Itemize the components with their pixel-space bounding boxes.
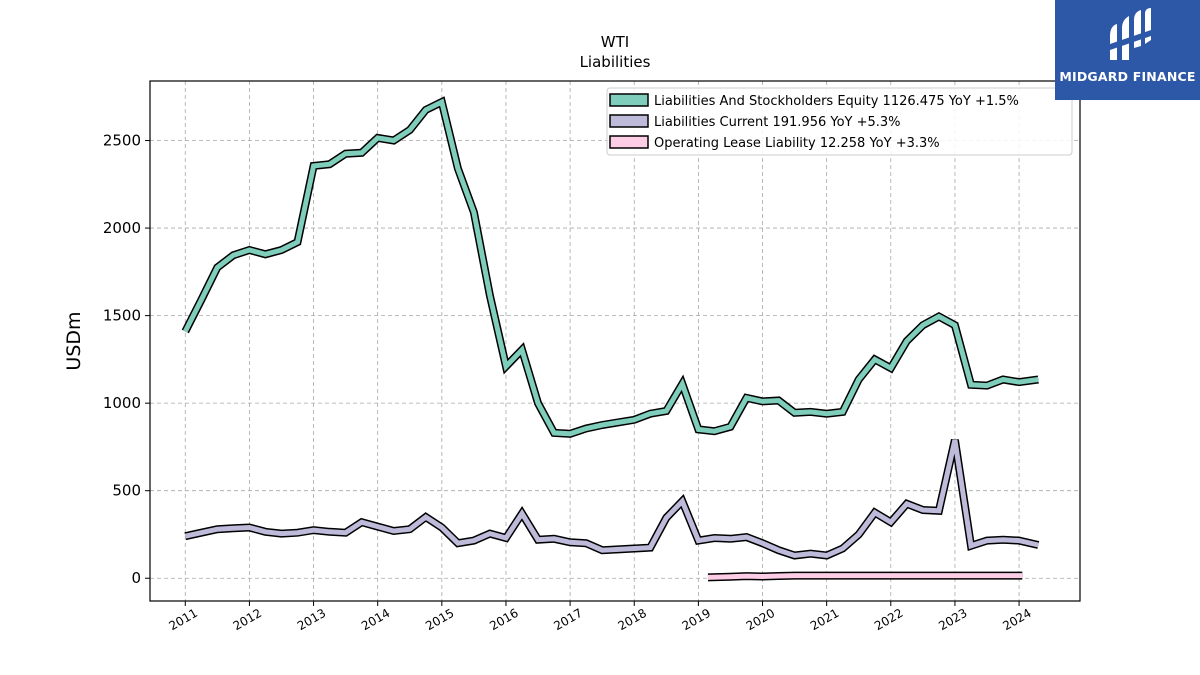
legend-swatch (609, 93, 649, 107)
legend-label: Liabilities And Stockholders Equity 1126… (654, 94, 1019, 109)
x-tick-label: 2023 (936, 606, 969, 633)
y-axis-ticks: 0 500 1000 1500 2000 2500 (103, 132, 150, 587)
y-tick-label: 1000 (103, 394, 141, 412)
operating-lease-liability-line (707, 573, 1023, 580)
x-tick-label: 2018 (616, 606, 649, 633)
legend-label: Operating Lease Liability 12.258 YoY +3.… (654, 136, 940, 151)
liabilities-and-stockholders-equity-line (183, 98, 1039, 437)
x-tick-label: 2019 (680, 606, 713, 633)
x-tick-label: 2011 (167, 606, 200, 633)
x-tick-label: 2021 (808, 606, 841, 633)
grid-lines (150, 81, 1080, 601)
y-tick-label: 0 (131, 569, 141, 587)
y-tick-label: 2000 (103, 219, 141, 237)
brand-name: MIDGARD FINANCE (1059, 69, 1196, 84)
legend: Liabilities And Stockholders Equity 1126… (606, 87, 1073, 156)
x-axis-ticks: 2011 2012 2013 2014 2015 2016 2017 2018 2019 2020… (167, 601, 1034, 633)
x-tick-label: 2020 (744, 606, 777, 633)
x-tick-label: 2024 (1000, 606, 1033, 633)
series-lines (181, 96, 1040, 582)
legend-label: Liabilities Current 191.956 YoY +5.3% (654, 115, 901, 130)
y-axis-label: USDm (63, 311, 85, 370)
y-tick-label: 1500 (103, 307, 141, 325)
legend-swatch (609, 135, 649, 149)
x-tick-label: 2013 (295, 606, 328, 633)
midgard-finance-logo: MIDGARD FINANCE (1055, 0, 1200, 100)
y-tick-label: 500 (112, 482, 141, 500)
chart-subtitle: Liabilities (580, 53, 651, 71)
x-tick-label: 2022 (872, 606, 905, 633)
y-tick-label: 2500 (103, 132, 141, 150)
liabilities-current-line (184, 439, 1039, 559)
x-tick-label: 2014 (359, 606, 392, 633)
legend-swatch (609, 114, 649, 128)
x-tick-label: 2015 (423, 606, 456, 633)
x-tick-label: 2012 (231, 606, 264, 633)
legend-items: Liabilities And Stockholders Equity 1126… (609, 93, 1019, 151)
legend-box (606, 87, 1073, 156)
brand-mark-icon (1110, 8, 1151, 60)
plot-frame (149, 80, 1081, 602)
x-tick-label: 2017 (551, 606, 584, 633)
x-tick-label: 2016 (487, 606, 520, 633)
chart-title: WTI (601, 33, 629, 51)
